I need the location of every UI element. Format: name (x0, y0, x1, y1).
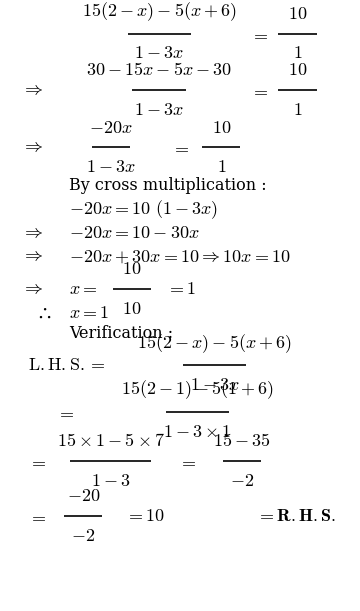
Text: $-2$: $-2$ (230, 472, 254, 490)
Text: $10$: $10$ (122, 299, 141, 318)
Text: $-20x=10\ (1-3x)$: $-20x=10\ (1-3x)$ (69, 199, 219, 221)
Text: $-20$: $-20$ (67, 488, 100, 505)
Text: $10$: $10$ (288, 61, 307, 79)
Text: $15-35$: $15-35$ (213, 433, 271, 450)
Text: $30-15x-5x-30$: $30-15x-5x-30$ (86, 61, 233, 79)
Text: $=$: $=$ (55, 403, 74, 421)
Text: $-20x+30x=10\Rightarrow 10x=10$: $-20x+30x=10\Rightarrow 10x=10$ (69, 247, 292, 265)
Text: $10$: $10$ (122, 260, 141, 278)
Text: $=$: $=$ (28, 452, 46, 470)
Text: $1-3$: $1-3$ (91, 472, 131, 490)
Text: $x=1$: $x=1$ (69, 304, 109, 321)
Text: $1$: $1$ (293, 101, 302, 119)
Text: $15(2-x)-5(x+6)$: $15(2-x)-5(x+6)$ (82, 0, 237, 23)
Text: $=1$: $=1$ (166, 280, 196, 298)
Text: $\mathbf{=R.H.S.}$: $\mathbf{=R.H.S.}$ (256, 507, 336, 525)
Text: $1-3x$: $1-3x$ (190, 376, 239, 394)
Text: $\Rightarrow$: $\Rightarrow$ (21, 247, 43, 265)
Text: $15\times1-5\times7$: $15\times1-5\times7$ (57, 433, 165, 450)
Text: $1-3\times1$: $1-3\times1$ (163, 423, 231, 441)
Text: $\Rightarrow$: $\Rightarrow$ (21, 81, 43, 99)
Text: $\mathrm{L.H.S.}=$: $\mathrm{L.H.S.}=$ (28, 356, 105, 375)
Text: $15(2-1)-5(1+6)$: $15(2-1)-5(1+6)$ (121, 379, 274, 401)
Text: $\Rightarrow$: $\Rightarrow$ (21, 139, 43, 156)
Text: $-20x=10-30x$: $-20x=10-30x$ (69, 224, 200, 242)
Text: $1-3x$: $1-3x$ (134, 101, 184, 119)
Text: $=$: $=$ (251, 81, 269, 99)
Text: $=$: $=$ (178, 452, 196, 470)
Text: $-2$: $-2$ (71, 527, 95, 545)
Text: $=10$: $=10$ (125, 507, 165, 525)
Text: Verification :: Verification : (69, 325, 174, 342)
Text: $1$: $1$ (293, 45, 302, 62)
Text: $=$: $=$ (251, 24, 269, 43)
Text: $x=$: $x=$ (69, 280, 98, 298)
Text: $\therefore$: $\therefore$ (35, 303, 51, 322)
Text: $15(2-x)-5(x+6)$: $15(2-x)-5(x+6)$ (137, 332, 292, 354)
Text: $1$: $1$ (217, 158, 226, 176)
Text: By cross multiplication :: By cross multiplication : (69, 177, 267, 194)
Text: $10$: $10$ (212, 119, 231, 137)
Text: $1-3x$: $1-3x$ (134, 45, 184, 62)
Text: $\Rightarrow$: $\Rightarrow$ (21, 280, 43, 298)
Text: $1-3x$: $1-3x$ (86, 158, 136, 176)
Text: $-20x$: $-20x$ (89, 119, 133, 137)
Text: $=$: $=$ (171, 139, 189, 156)
Text: $10$: $10$ (288, 5, 307, 23)
Text: $\Rightarrow$: $\Rightarrow$ (21, 224, 43, 242)
Text: $=$: $=$ (28, 507, 46, 525)
